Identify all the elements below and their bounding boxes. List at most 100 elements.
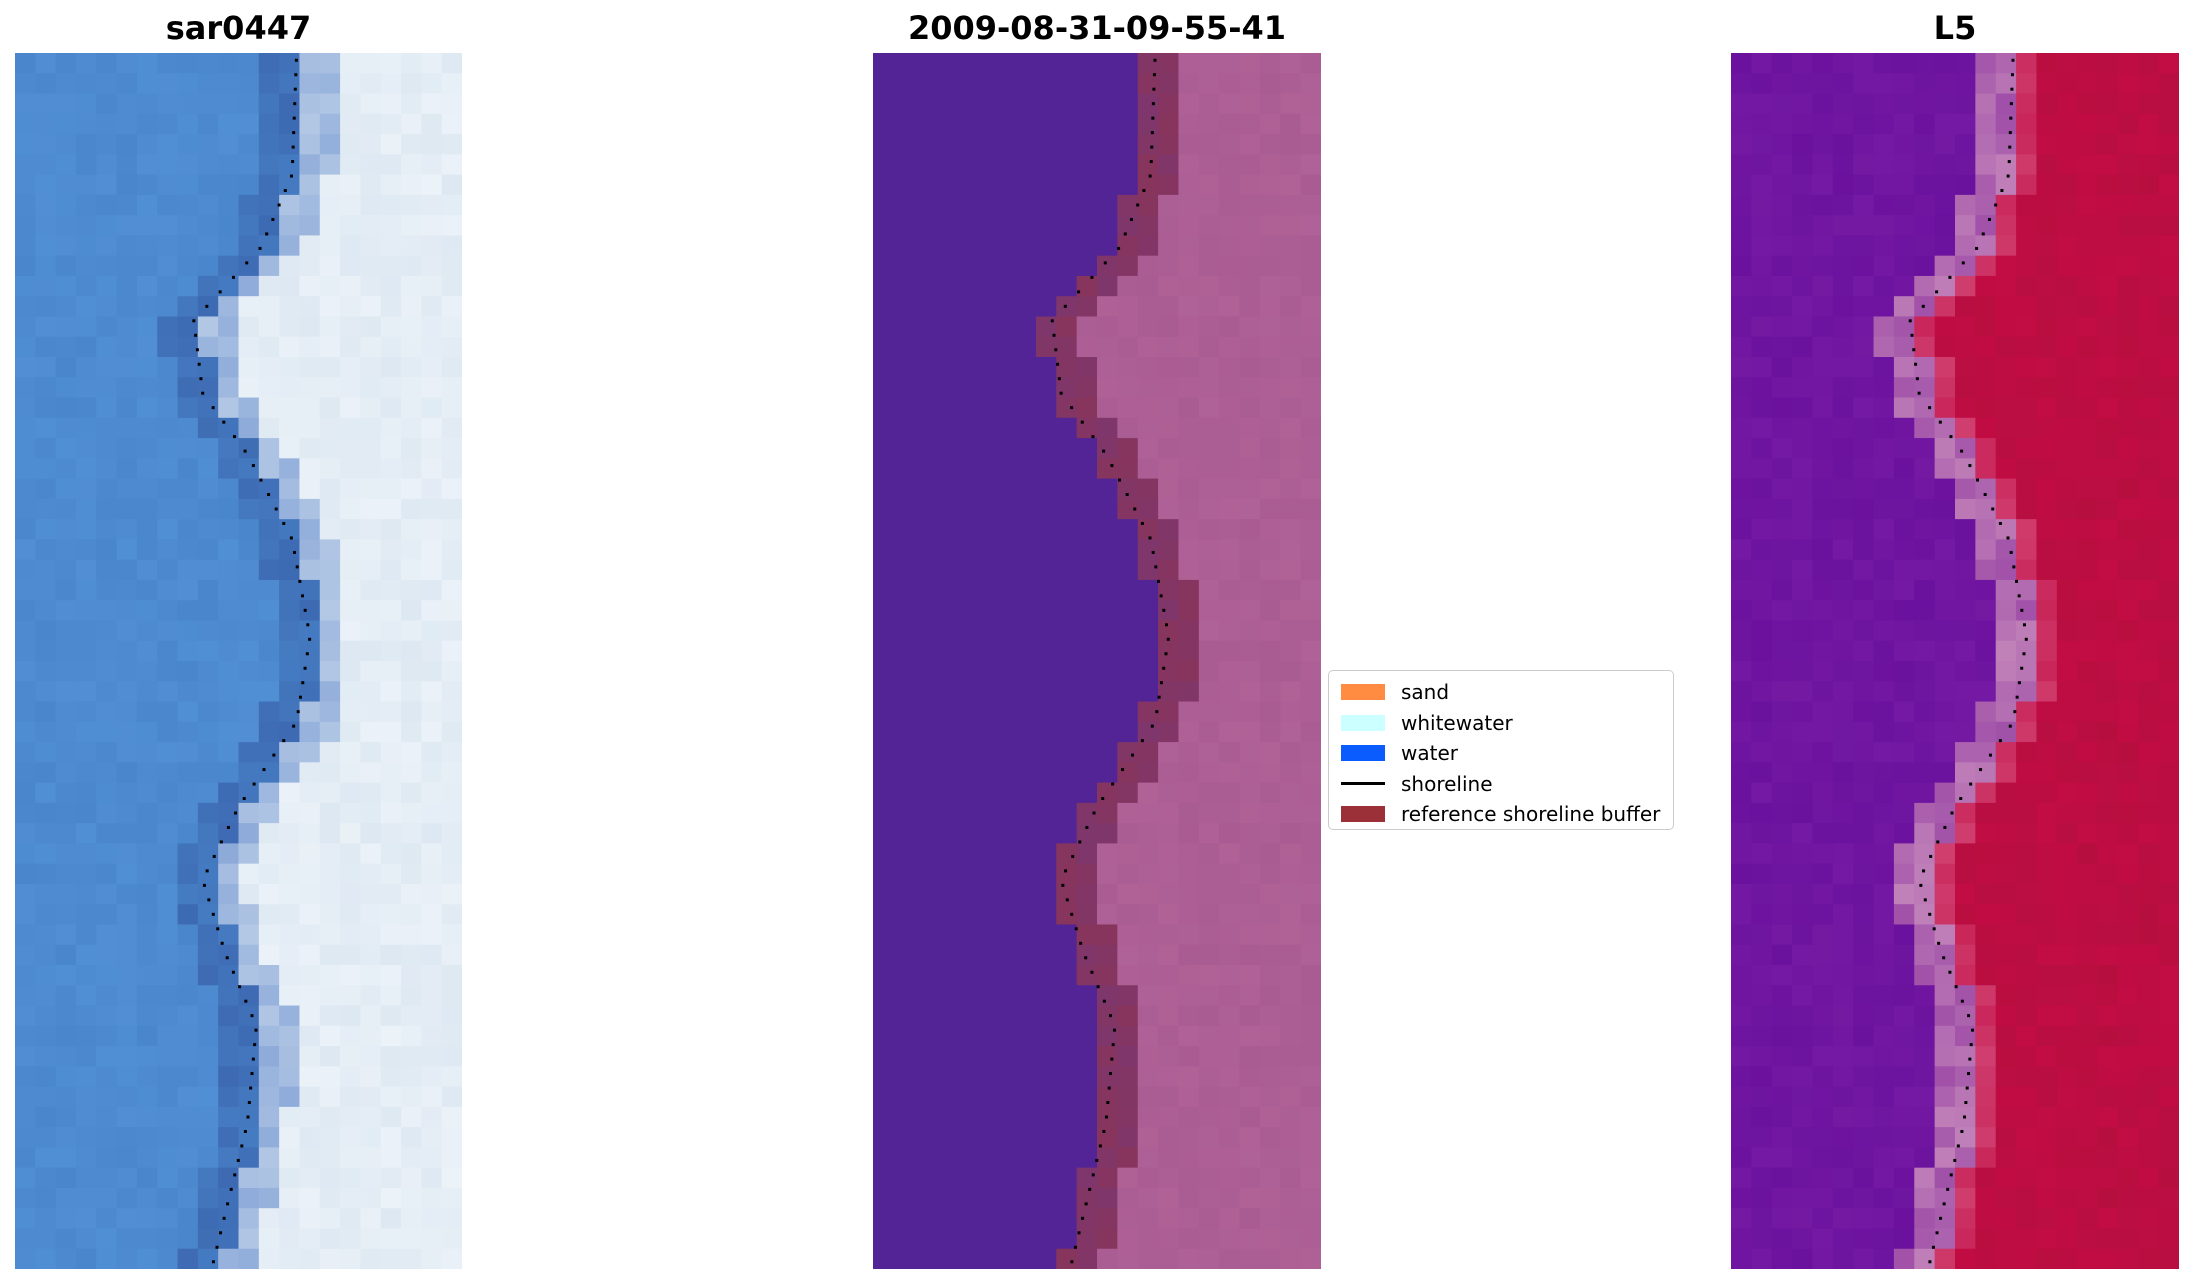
- pixel-cell: [96, 1086, 118, 1108]
- pixel-cell: [2138, 559, 2160, 581]
- pixel-cell: [1914, 357, 1936, 378]
- pixel-cell: [1893, 1147, 1915, 1169]
- pixel-cell: [2056, 863, 2078, 885]
- pixel-cell: [319, 174, 341, 196]
- pixel-cell: [2117, 985, 2139, 1007]
- pixel-cell: [1219, 73, 1241, 95]
- pixel-cell: [35, 1228, 57, 1250]
- pixel-cell: [401, 215, 422, 236]
- pixel-cell: [258, 519, 280, 540]
- pixel-cell: [974, 1086, 996, 1108]
- pixel-cell: [1792, 458, 1814, 480]
- pixel-cell: [136, 397, 158, 419]
- pixel-cell: [258, 53, 280, 74]
- pixel-cell: [1771, 417, 1793, 439]
- pixel-cell: [1117, 944, 1139, 966]
- pixel-cell: [421, 174, 443, 196]
- pixel-cell: [1259, 661, 1281, 682]
- pixel-cell: [96, 336, 118, 358]
- pixel-cell: [954, 255, 976, 277]
- pixel-cell: [279, 782, 301, 804]
- shoreline-point: [1971, 1028, 1975, 1032]
- pixel-cell: [1812, 1025, 1834, 1047]
- pixel-cell: [340, 316, 362, 338]
- shoreline-point: [242, 797, 246, 801]
- pixel-cell: [1771, 498, 1793, 520]
- pixel-cell: [1259, 944, 1281, 966]
- pixel-cell: [974, 1248, 996, 1269]
- pixel-cell: [1731, 438, 1752, 459]
- pixel-cell: [75, 985, 97, 1007]
- shoreline-point: [1950, 811, 1954, 815]
- pixel-cell: [1137, 1208, 1159, 1230]
- pixel-cell: [319, 275, 341, 297]
- pixel-cell: [1955, 53, 1976, 74]
- pixel-cell: [1117, 661, 1139, 682]
- pixel-cell: [441, 681, 462, 703]
- pixel-cell: [1873, 681, 1895, 703]
- pixel-cell: [1056, 944, 1078, 966]
- pixel-cell: [1117, 863, 1139, 885]
- pixel-cell: [1280, 863, 1302, 885]
- pixel-cell: [1731, 559, 1752, 581]
- pixel-cell: [934, 782, 956, 804]
- pixel-cell: [1893, 579, 1915, 601]
- pixel-cell: [1076, 600, 1098, 622]
- pixel-cell: [177, 1248, 199, 1269]
- pixel-cell: [157, 397, 179, 419]
- pixel-cell: [1792, 1167, 1814, 1189]
- shoreline-point: [1150, 131, 1154, 135]
- pixel-cell: [995, 93, 1017, 115]
- pixel-cell: [1934, 539, 1956, 561]
- pixel-cell: [1259, 458, 1281, 480]
- pixel-cell: [421, 73, 443, 95]
- pixel-cell: [1280, 1167, 1302, 1189]
- pixel-cell: [2036, 1127, 2058, 1148]
- pixel-cell: [441, 53, 462, 74]
- pixel-cell: [75, 1086, 97, 1108]
- shoreline-point: [2011, 58, 2015, 62]
- pixel-cell: [177, 1066, 199, 1088]
- pixel-cell: [1995, 701, 2017, 723]
- pixel-cell: [934, 113, 956, 135]
- pixel-cell: [15, 397, 36, 419]
- pixel-cell: [1178, 1248, 1200, 1269]
- pixel-cell: [1975, 843, 1997, 865]
- pixel-cell: [279, 1066, 301, 1088]
- pixel-cell: [1995, 1187, 2017, 1209]
- shoreline-point: [294, 58, 298, 62]
- pixel-cell: [55, 93, 77, 115]
- pixel-cell: [1975, 904, 1997, 926]
- pixel-cell: [299, 377, 321, 399]
- pixel-cell: [238, 965, 260, 986]
- pixel-cell: [1853, 600, 1875, 622]
- pixel-cell: [2016, 1187, 2038, 1209]
- pixel-cell: [197, 579, 219, 601]
- pixel-cell: [116, 985, 138, 1007]
- pixel-cell: [1300, 681, 1321, 703]
- shoreline-point: [277, 203, 281, 207]
- shoreline-point: [222, 1216, 226, 1220]
- pixel-cell: [299, 275, 321, 297]
- pixel-cell: [55, 336, 77, 358]
- pixel-cell: [1219, 1147, 1241, 1169]
- pixel-cell: [1914, 438, 1936, 459]
- pixel-cell: [15, 1228, 36, 1250]
- pixel-cell: [954, 53, 976, 74]
- shoreline-point: [1125, 493, 1129, 497]
- pixel-cell: [421, 154, 443, 176]
- pixel-cell: [360, 944, 382, 966]
- pixel-cell: [2036, 843, 2058, 865]
- pixel-cell: [1178, 194, 1200, 216]
- pixel-cell: [1873, 904, 1895, 926]
- pixel-cell: [913, 579, 935, 601]
- pixel-cell: [1934, 1025, 1956, 1047]
- pixel-cell: [1975, 965, 1997, 986]
- pixel-cell: [1178, 559, 1200, 581]
- pixel-cell: [116, 255, 138, 277]
- pixel-cell: [1853, 1046, 1875, 1067]
- pixel-cell: [1239, 1208, 1261, 1230]
- pixel-cell: [954, 1046, 976, 1067]
- pixel-cell: [873, 194, 894, 216]
- pixel-cell: [1975, 1005, 1997, 1027]
